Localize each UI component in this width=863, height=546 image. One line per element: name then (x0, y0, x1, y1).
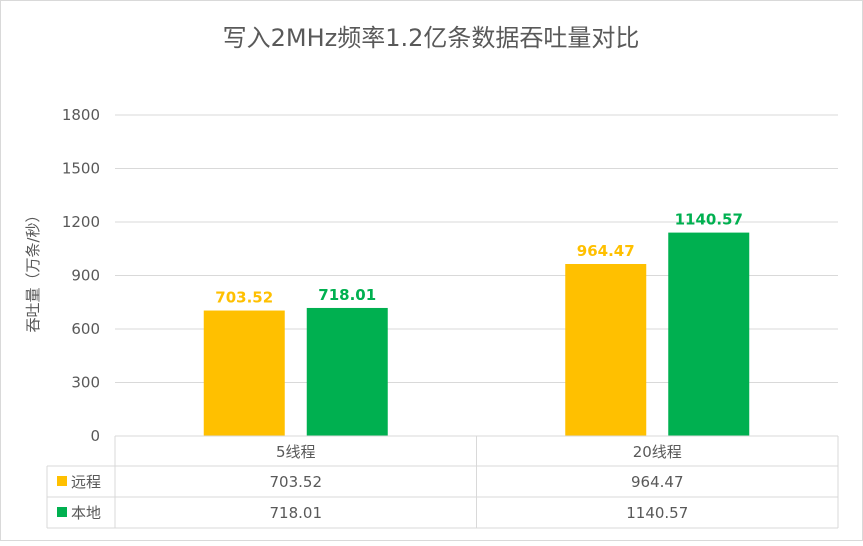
y-axis-label: 吞吐量（万条/秒） (24, 207, 42, 332)
legend-key (57, 476, 67, 486)
y-tick-label: 600 (71, 320, 100, 338)
x-category-label: 20线程 (633, 443, 682, 461)
bar-data-label: 1140.57 (675, 211, 743, 229)
bar (306, 307, 388, 436)
bars (203, 232, 750, 436)
y-tick-label: 900 (71, 267, 100, 285)
y-tick-label: 1800 (62, 106, 100, 124)
y-tick-label: 300 (71, 374, 100, 392)
x-category-label: 5线程 (276, 443, 316, 461)
y-tick-labels: 0 300 600 900 1200 1500 1800 (62, 106, 100, 445)
bar-data-label: 718.01 (318, 286, 376, 304)
bar (565, 264, 647, 436)
bar (203, 310, 285, 436)
bar-data-label: 964.47 (577, 242, 635, 260)
table-cell: 718.01 (270, 504, 323, 522)
y-tick-label: 1500 (62, 160, 100, 178)
bar-data-label: 703.52 (215, 289, 273, 307)
table-cell: 1140.57 (626, 504, 688, 522)
table-cell: 703.52 (270, 473, 323, 491)
legend-entry: 远程 (71, 473, 101, 491)
legend-key (57, 507, 67, 517)
y-tick-label: 1200 (62, 213, 100, 231)
bar (668, 232, 750, 436)
chart-title: 写入2MHz频率1.2亿条数据吞吐量对比 (223, 24, 640, 52)
bar-data-labels: 703.52 718.01 964.47 1140.57 (215, 211, 743, 307)
legend-entry: 本地 (71, 504, 101, 522)
table-cell: 964.47 (631, 473, 684, 491)
y-tick-label: 0 (90, 427, 100, 445)
